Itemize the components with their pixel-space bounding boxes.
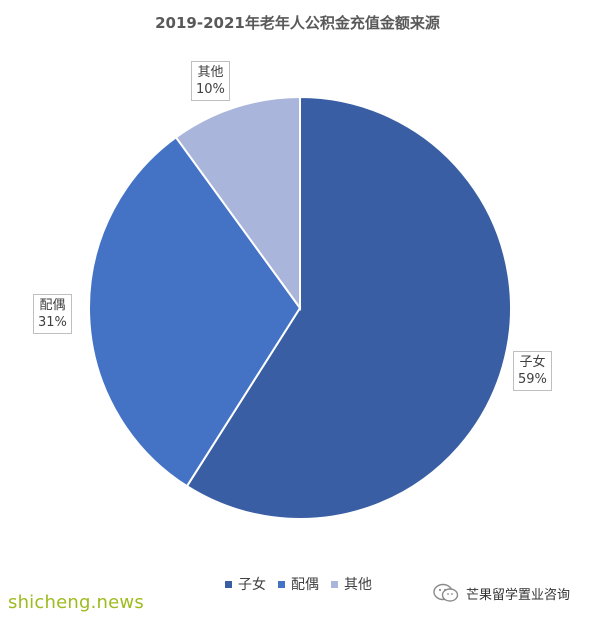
legend-item-children: 子女 (225, 574, 266, 594)
legend-label-children: 子女 (238, 577, 266, 593)
watermark-account: 芒果留学置业咨询 (432, 583, 570, 603)
legend-swatch-children (225, 580, 232, 588)
watermark-site: shicheng.news (8, 592, 144, 613)
slice-label-other-value: 10% (196, 82, 225, 97)
slice-label-children: 子女 59% (513, 351, 552, 391)
slice-label-spouse: 配偶 31% (33, 294, 72, 334)
slice-label-spouse-value: 31% (38, 315, 67, 330)
wechat-icon (433, 583, 459, 602)
legend-label-other: 其他 (344, 577, 372, 593)
legend-swatch-spouse (278, 580, 285, 588)
legend-label-spouse: 配偶 (291, 577, 319, 593)
slice-label-spouse-name: 配偶 (39, 298, 66, 313)
slice-label-other: 其他 10% (191, 61, 230, 101)
legend-item-spouse: 配偶 (278, 574, 319, 594)
slice-label-children-value: 59% (518, 372, 547, 387)
slice-label-other-name: 其他 (197, 65, 224, 80)
chart-title: 2019-2021年老年人公积金充值金额来源 (155, 14, 440, 32)
legend-swatch-other (331, 580, 338, 588)
pie-slice-children (185, 95, 512, 520)
slice-label-children-name: 子女 (519, 355, 546, 370)
chart-legend: 子女 配偶 其他 (225, 574, 384, 594)
pie-slice-spouse (88, 135, 302, 488)
watermark-account-name: 芒果留学置业咨询 (466, 587, 571, 603)
pie-slice-other (174, 95, 301, 312)
legend-item-other: 其他 (331, 574, 372, 594)
